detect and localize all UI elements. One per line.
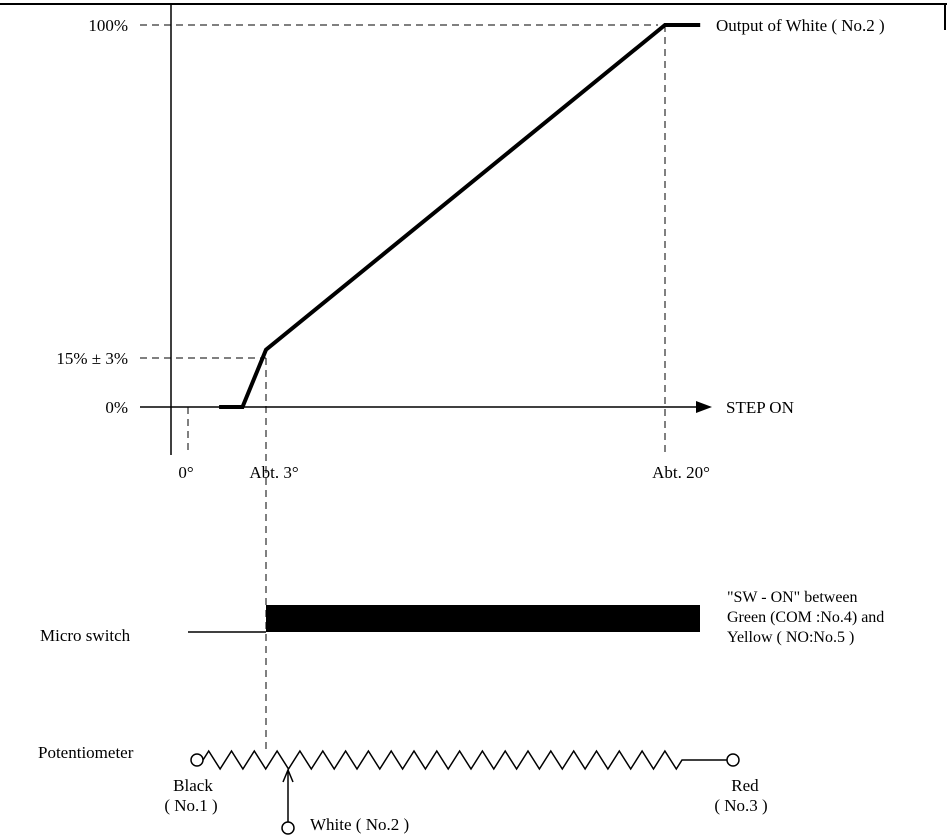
micro-switch-on-bar — [266, 605, 700, 632]
red-wire-number: ( No.3 ) — [714, 796, 767, 815]
x-axis-arrowhead — [696, 401, 712, 413]
x-tick-20: Abt. 20° — [652, 463, 710, 482]
black-wire-name: Black — [173, 776, 213, 795]
micro-switch-note-line-2: Green (COM :No.4) and — [727, 609, 884, 626]
micro-switch-note: "SW - ON" between Green (COM :No.4) and … — [727, 589, 888, 646]
white-terminal — [281, 821, 295, 835]
y-tick-100: 100% — [88, 16, 128, 35]
black-terminal — [190, 753, 204, 767]
white-wire-label: White ( No.2 ) — [310, 815, 409, 834]
red-terminal — [726, 753, 740, 767]
black-wire-number: ( No.1 ) — [164, 796, 217, 815]
micro-switch-label: Micro switch — [40, 626, 131, 645]
red-wire-name: Red — [731, 776, 759, 795]
y-tick-0: 0% — [105, 398, 128, 417]
step-on-label: STEP ON — [726, 398, 794, 417]
y-tick-15: 15% ± 3% — [56, 349, 128, 368]
series-label: Output of White ( No.2 ) — [716, 16, 885, 35]
x-tick-0: 0° — [178, 463, 193, 482]
micro-switch-note-line-1: "SW - ON" between — [727, 589, 858, 606]
resistor-zigzag — [202, 749, 727, 771]
output-curve — [219, 23, 701, 409]
potentiometer-label: Potentiometer — [38, 743, 134, 762]
x-tick-3: Abt. 3° — [249, 463, 298, 482]
micro-switch-note-line-3: Yellow ( NO:No.5 ) — [727, 629, 854, 646]
wiper-arrowhead — [282, 768, 294, 783]
